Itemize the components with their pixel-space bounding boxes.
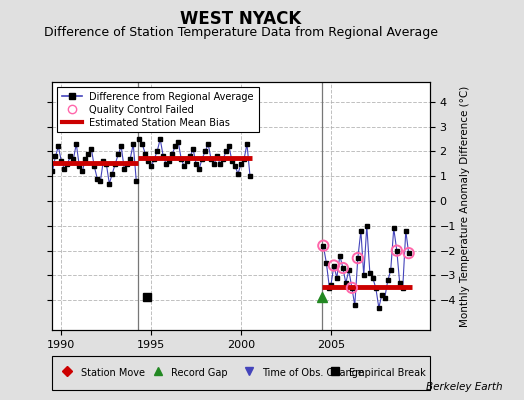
Point [319, 242, 328, 249]
Point [348, 285, 356, 291]
Point [392, 248, 401, 254]
Text: Station Move: Station Move [81, 368, 145, 378]
Text: Time of Obs. Change: Time of Obs. Change [262, 368, 364, 378]
Text: Berkeley Earth: Berkeley Earth [427, 382, 503, 392]
Text: Difference of Station Temperature Data from Regional Average: Difference of Station Temperature Data f… [44, 26, 438, 39]
Point [339, 265, 347, 271]
Text: Empirical Break: Empirical Break [348, 368, 425, 378]
Text: Record Gap: Record Gap [171, 368, 228, 378]
Point [330, 262, 338, 269]
Text: WEST NYACK: WEST NYACK [180, 10, 302, 28]
Y-axis label: Monthly Temperature Anomaly Difference (°C): Monthly Temperature Anomaly Difference (… [460, 85, 470, 327]
Legend: Difference from Regional Average, Quality Control Failed, Estimated Station Mean: Difference from Regional Average, Qualit… [57, 87, 259, 132]
Point [354, 255, 362, 261]
Point [405, 250, 413, 256]
